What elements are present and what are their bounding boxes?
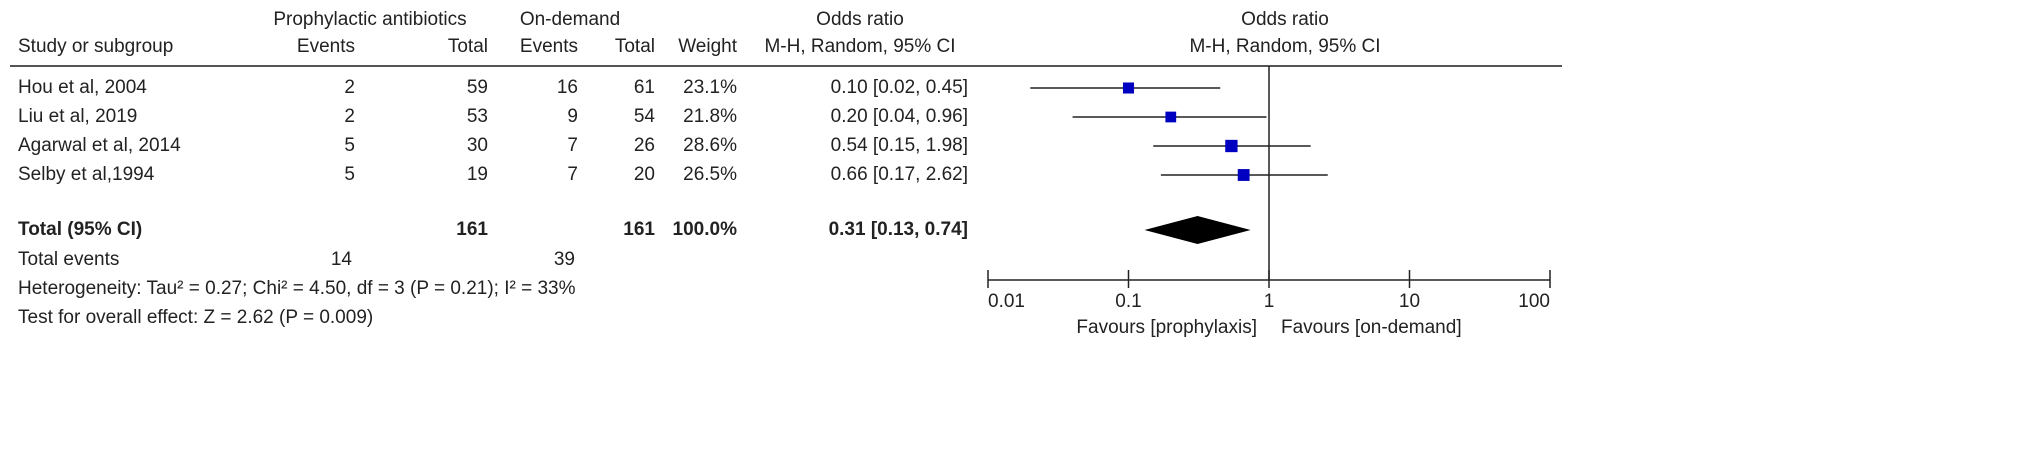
- heterogeneity: Heterogeneity: Tau² = 0.27; Chi² = 4.50,…: [18, 278, 576, 299]
- total-cell: 100.0%: [673, 219, 738, 240]
- table-cell: Hou et al, 2004: [18, 77, 147, 98]
- table-cell: 0.66 [0.17, 2.62]: [831, 164, 968, 185]
- column-header: Weight: [678, 36, 738, 57]
- table-cell: 0.20 [0.04, 0.96]: [831, 106, 968, 127]
- table-cell: 0.10 [0.02, 0.45]: [831, 77, 968, 98]
- total-events-cell: 39: [554, 249, 575, 270]
- group-header: On-demand: [520, 9, 620, 30]
- table-cell: 23.1%: [683, 77, 737, 98]
- table-cell: 26.5%: [683, 164, 737, 185]
- x-tick-label: 0.1: [1115, 291, 1141, 312]
- x-tick-label: 100: [1518, 291, 1550, 312]
- total-cell: 0.31 [0.13, 0.74]: [829, 219, 968, 240]
- total-events-cell: 14: [331, 249, 353, 270]
- table-cell: 20: [634, 164, 655, 185]
- table-cell: 2: [344, 77, 355, 98]
- table-cell: 54: [634, 106, 656, 127]
- table-cell: 7: [567, 135, 578, 156]
- x-tick-label: 0.01: [988, 291, 1025, 312]
- table-cell: 26: [634, 135, 655, 156]
- table-cell: 0.54 [0.15, 1.98]: [831, 135, 968, 156]
- column-header: Total: [615, 36, 655, 57]
- table-cell: 28.6%: [683, 135, 737, 156]
- group-header: Odds ratio: [816, 9, 904, 30]
- total-events-cell: Total events: [18, 249, 119, 270]
- point-estimate: [1122, 82, 1135, 94]
- table-cell: Selby et al,1994: [18, 164, 155, 185]
- table-cell: 30: [467, 135, 488, 156]
- table-cell: 5: [344, 135, 355, 156]
- table-cell: 16: [557, 77, 578, 98]
- total-cell: 161: [623, 219, 655, 240]
- point-estimate: [1225, 139, 1238, 153]
- group-header: Prophylactic antibiotics: [273, 9, 466, 30]
- table-cell: 21.8%: [683, 106, 737, 127]
- x-tick-label: 1: [1264, 291, 1275, 312]
- favours-right: Favours [on-demand]: [1281, 317, 1462, 338]
- table-cell: 53: [467, 106, 488, 127]
- total-cell: 161: [456, 219, 488, 240]
- point-estimate: [1165, 111, 1177, 123]
- x-tick-label: 10: [1399, 291, 1420, 312]
- table-cell: Agarwal et al, 2014: [18, 135, 181, 156]
- table-cell: 9: [567, 106, 578, 127]
- total-cell: Total (95% CI): [18, 219, 142, 240]
- overall-effect: Test for overall effect: Z = 2.62 (P = 0…: [18, 307, 373, 328]
- table-cell: 2: [344, 106, 355, 127]
- column-header: M-H, Random, 95% CI: [764, 36, 955, 57]
- plot-title: Odds ratio: [1241, 9, 1329, 30]
- pooled-diamond: [1144, 216, 1251, 244]
- table-cell: 5: [344, 164, 355, 185]
- table-cell: 59: [467, 77, 488, 98]
- table-cell: 61: [634, 77, 655, 98]
- column-header: Events: [520, 36, 578, 57]
- table-cell: 19: [467, 164, 488, 185]
- column-header: Total: [448, 36, 488, 57]
- plot-subtitle: M-H, Random, 95% CI: [1189, 36, 1380, 57]
- favours-left: Favours [prophylaxis]: [1076, 317, 1257, 338]
- column-header: Study or subgroup: [18, 36, 173, 57]
- table-cell: Liu et al, 2019: [18, 106, 137, 127]
- point-estimate: [1237, 169, 1250, 181]
- table-cell: 7: [567, 164, 578, 185]
- column-header: Events: [297, 36, 355, 57]
